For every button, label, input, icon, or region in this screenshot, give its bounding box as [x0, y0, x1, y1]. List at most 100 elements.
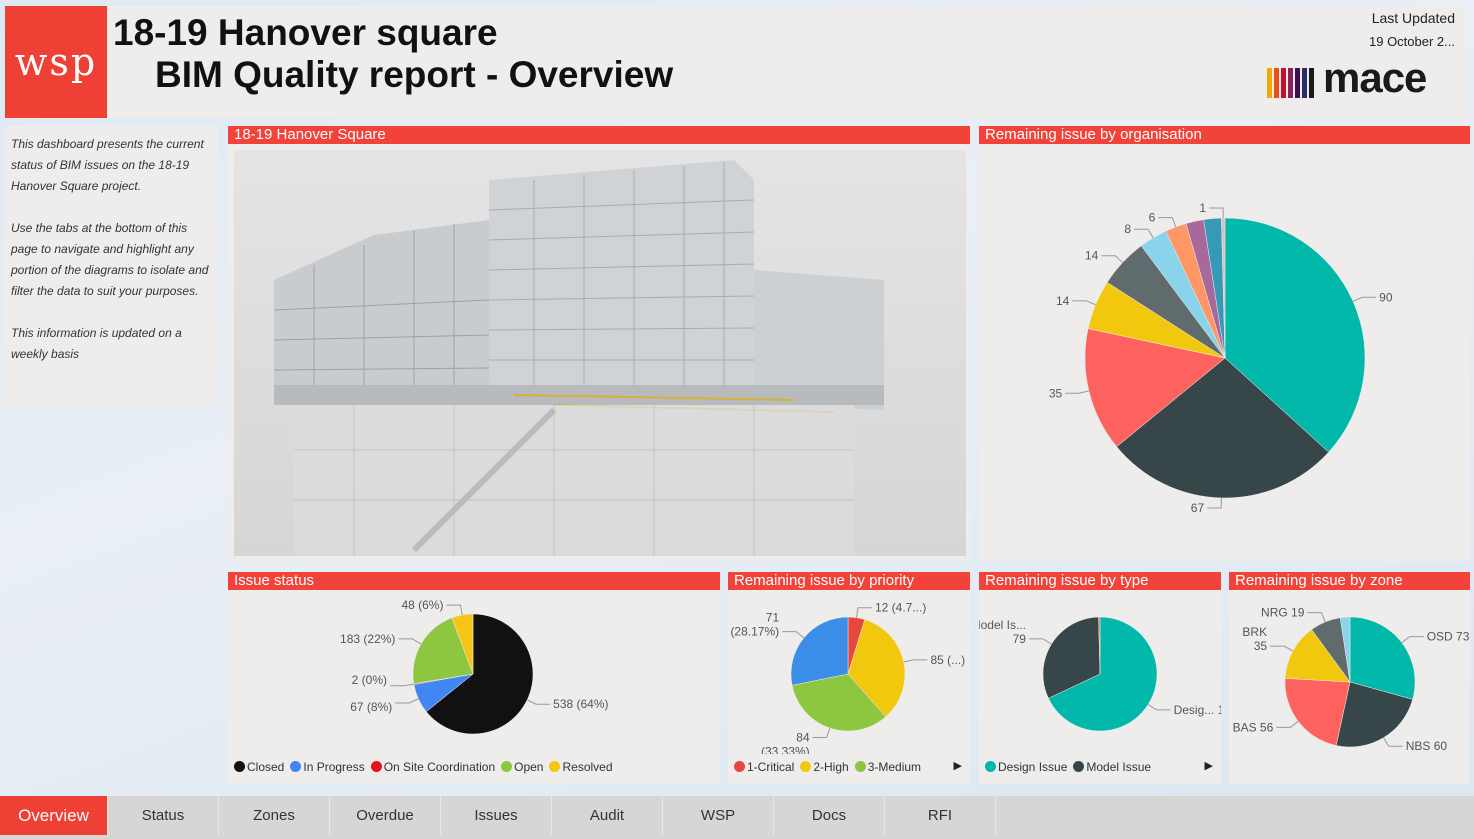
- legend-dot-icon: [234, 761, 245, 772]
- leader-line: [1072, 300, 1096, 306]
- page-title: 18-19 Hanover square: [113, 12, 498, 53]
- leader-line: [1134, 228, 1154, 239]
- tab-wsp[interactable]: WSP: [663, 796, 774, 835]
- legend-item[interactable]: 1-Critical: [734, 760, 794, 774]
- legend-label: Closed: [247, 760, 285, 774]
- panel-title: 18-19 Hanover Square: [228, 126, 970, 144]
- tab-issues[interactable]: Issues: [441, 796, 552, 835]
- priority-pie-chart[interactable]: 12 (4.7...) 85 (...) 84(33.33%) 71(28.17%): [728, 594, 970, 754]
- data-label: (28.17%): [730, 625, 779, 639]
- header: wsp 18-19 Hanover square BIM Quality rep…: [5, 6, 1467, 118]
- data-label: 67 (8%): [350, 700, 392, 714]
- status-chart-panel: Issue status 538 (64%) 67 (8%) 2 (0%) 183 (…: [228, 572, 720, 784]
- building-model-image[interactable]: [234, 150, 966, 556]
- legend-dot-icon: [1073, 761, 1085, 772]
- leader-line: [1101, 255, 1123, 263]
- leader-line: [1209, 207, 1224, 219]
- status-pie-chart[interactable]: 538 (64%) 67 (8%) 2 (0%) 183 (22%) 48 (6%): [228, 594, 720, 754]
- org-pie-chart[interactable]: 90 67 35 14 14 8 6 1: [979, 148, 1470, 561]
- tab-audit[interactable]: Audit: [552, 796, 663, 835]
- leader-line: [1270, 645, 1294, 652]
- legend-item[interactable]: Resolved: [549, 760, 613, 774]
- panel-title: Remaining issue by organisation: [979, 126, 1470, 144]
- legend-next-arrow-icon[interactable]: ▶: [1204, 760, 1213, 772]
- legend-item[interactable]: Closed: [234, 760, 284, 774]
- tab-rfi[interactable]: RFI: [885, 796, 996, 835]
- pie-slice[interactable]: [790, 616, 849, 686]
- legend-dot-icon: [734, 761, 745, 772]
- priority-legend: 1-Critical 2-High 3-Medium: [734, 760, 927, 774]
- tab-docs[interactable]: Docs: [774, 796, 885, 835]
- leader-line: [395, 698, 419, 704]
- pie-slice[interactable]: [1284, 629, 1351, 683]
- leader-line: [812, 727, 831, 739]
- tab-zones[interactable]: Zones: [219, 796, 330, 835]
- priority-chart-panel: Remaining issue by priority 12 (4.7...) 8…: [728, 572, 970, 784]
- panel-title: Remaining issue by priority: [728, 572, 970, 590]
- panel-title: Issue status: [228, 572, 720, 590]
- info-panel: This dashboard presents the current stat…: [5, 126, 218, 405]
- legend-item[interactable]: Model Issue: [1073, 760, 1151, 774]
- info-paragraph: Use the tabs at the bottom of this page …: [11, 221, 209, 298]
- legend-dot-icon: [549, 761, 561, 772]
- tab-status[interactable]: Status: [108, 796, 219, 835]
- data-label: 35: [1254, 639, 1268, 653]
- data-label: 183 (22%): [340, 632, 395, 646]
- page-subtitle: BIM Quality report - Overview: [155, 54, 674, 95]
- data-label: 71: [766, 611, 780, 625]
- legend-item[interactable]: Design Issue: [985, 760, 1067, 774]
- data-label: NBS 60: [1406, 739, 1448, 753]
- leader-line: [1352, 296, 1377, 302]
- data-label: 85 (...): [931, 653, 966, 667]
- legend-item[interactable]: 3-Medium: [854, 760, 921, 774]
- last-updated-label: Last Updated: [1371, 10, 1455, 26]
- data-label: 6: [1149, 211, 1156, 225]
- pie-slice[interactable]: [1224, 217, 1366, 453]
- legend-item[interactable]: On Site Coordination: [370, 760, 495, 774]
- legend-item[interactable]: In Progress: [290, 760, 365, 774]
- legend-label: Model Issue: [1086, 760, 1152, 774]
- tab-overview[interactable]: Overview: [0, 796, 108, 835]
- leader-line: [1028, 638, 1052, 645]
- legend-next-arrow-icon[interactable]: ▶: [953, 760, 962, 772]
- leader-line: [856, 607, 872, 618]
- data-label: OSD 73: [1427, 630, 1470, 644]
- pie-slice[interactable]: [1098, 616, 1101, 675]
- pie-slice[interactable]: [1116, 357, 1329, 499]
- pie-slice[interactable]: [1084, 328, 1226, 448]
- data-label: 67: [1191, 501, 1205, 515]
- leader-line: [1207, 497, 1222, 509]
- type-pie-chart[interactable]: Desig... 170 Model Is...79: [979, 594, 1221, 754]
- panel-title: Remaining issue by zone: [1229, 572, 1470, 590]
- data-label: BRK: [1242, 625, 1267, 639]
- leader-line: [398, 638, 422, 645]
- page-tabs: Overview Status Zones Overdue Issues Aud…: [0, 796, 1474, 839]
- pie-slice[interactable]: [1349, 616, 1416, 700]
- last-updated-value: 19 October 2...: [1369, 34, 1455, 49]
- legend-dot-icon: [800, 761, 812, 772]
- data-label: 35: [1049, 386, 1063, 400]
- tab-overdue[interactable]: Overdue: [330, 796, 441, 835]
- pie-slice[interactable]: [1042, 616, 1101, 699]
- pie-slice[interactable]: [1339, 616, 1351, 683]
- legend-label: Open: [514, 760, 544, 774]
- data-label: 538 (64%): [553, 697, 608, 711]
- pie-slice[interactable]: [1048, 616, 1158, 732]
- type-legend: Design Issue Model Issue: [985, 760, 1157, 774]
- info-paragraph: This dashboard presents the current stat…: [11, 137, 204, 193]
- leader-line: [1147, 704, 1171, 711]
- leader-line: [1307, 612, 1326, 623]
- data-label: 2 (0%): [352, 673, 387, 687]
- legend-item[interactable]: Open: [501, 760, 543, 774]
- pie-slice[interactable]: [425, 613, 534, 735]
- leader-line: [1401, 636, 1424, 644]
- legend-item[interactable]: 2-High: [800, 760, 849, 774]
- pie-slice[interactable]: [791, 673, 887, 732]
- legend-dot-icon: [370, 761, 382, 772]
- legend-label: Resolved: [562, 760, 613, 774]
- data-label: 48 (6%): [401, 598, 443, 612]
- pie-slice[interactable]: [1335, 681, 1413, 748]
- building-panel: 18-19 Hanover Square: [228, 126, 970, 561]
- legend-dot-icon: [985, 761, 996, 772]
